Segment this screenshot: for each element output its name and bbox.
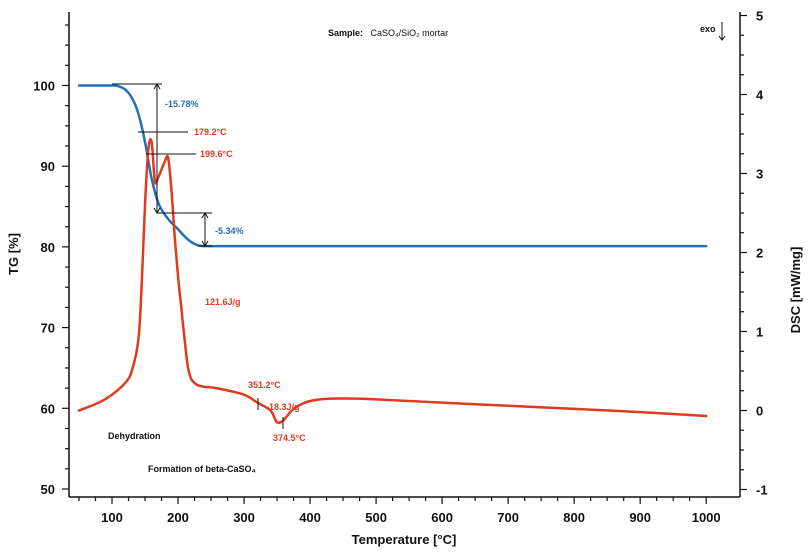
tg-curve (77, 84, 708, 248)
left-axis-title: TG [%] (6, 233, 21, 275)
left-axis-ticks: 50 60 70 80 90 100 (33, 24, 69, 497)
right-axis-ticks: -1 0 1 2 3 4 5 (740, 9, 768, 498)
exo-down-arrow-icon (718, 22, 726, 41)
right-tick-label: 1 (756, 325, 763, 340)
exo-label: exo (700, 24, 716, 34)
x-tick-label: 300 (233, 510, 255, 525)
left-tick-label: 70 (41, 321, 55, 336)
x-tick-label: 900 (629, 510, 651, 525)
peak-helpers (138, 131, 284, 429)
dsc-curve (77, 138, 708, 425)
peak3-label: 374.5°C (273, 433, 306, 443)
right-axis-title: DSC [mW/mg] (788, 247, 803, 334)
x-tick-label: 800 (563, 510, 585, 525)
right-tick-label: 3 (756, 167, 763, 182)
sample-caption: Sample: CaSO₄/SiO₂ mortar (328, 23, 448, 40)
right-tick-label: 0 (756, 404, 763, 419)
onset2-label: 351.2°C (248, 380, 281, 390)
right-tick-label: 2 (756, 246, 763, 261)
peak2-label: 199.6°C (200, 149, 233, 159)
x-tick-label: 200 (167, 510, 189, 525)
x-tick-label: 600 (431, 510, 453, 525)
formation-label: Formation of beta-CaSO₄ (148, 464, 256, 474)
x-tick-label: 700 (497, 510, 519, 525)
x-axis-title: Temperature [°C] (352, 532, 457, 547)
right-tick-label: 4 (756, 88, 764, 103)
left-tick-label: 100 (33, 79, 55, 94)
enthalpy1-label: 121.6J/g (205, 297, 241, 307)
left-tick-label: 90 (41, 159, 55, 174)
enthalpy2-label: -18.3J/g (266, 402, 300, 412)
peak1-label: 179.2°C (194, 127, 227, 137)
left-tick-label: 80 (41, 240, 55, 255)
x-axis-ticks: 100 200 300 400 500 600 700 800 900 1000 (78, 497, 721, 525)
x-tick-label: 1000 (692, 510, 721, 525)
x-tick-label: 400 (299, 510, 321, 525)
tg-step1-label: -15.78% (165, 99, 199, 109)
sample-value: CaSO₄/SiO₂ mortar (370, 28, 448, 38)
x-tick-label: 500 (365, 510, 387, 525)
x-tick-label: 100 (101, 510, 123, 525)
right-tick-label: -1 (756, 483, 768, 498)
dehydration-label: Dehydration (108, 431, 161, 441)
right-tick-label: 5 (756, 9, 763, 24)
tg-step2-label: -5.34% (215, 226, 244, 236)
tg-step-helpers (112, 83, 212, 247)
left-tick-label: 50 (41, 482, 55, 497)
left-tick-label: 60 (41, 401, 55, 416)
sample-label: Sample: (328, 28, 363, 38)
